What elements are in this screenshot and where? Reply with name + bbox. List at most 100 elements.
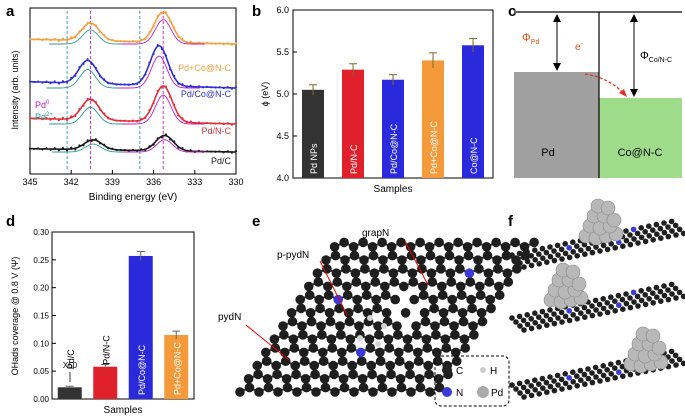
- c-atom: [547, 383, 554, 390]
- xps-point: [107, 38, 110, 41]
- c-atom: [482, 250, 493, 261]
- xps-point: [41, 38, 44, 42]
- c-atom: [353, 303, 363, 314]
- c-atom: [574, 316, 580, 322]
- c-atom: [517, 390, 523, 396]
- c-atom: [627, 241, 634, 248]
- xps-point: [53, 116, 56, 120]
- xps-point: [98, 30, 102, 34]
- c-atom: [485, 294, 496, 305]
- xps-point: [222, 43, 225, 46]
- arrow-ppydN: [319, 260, 348, 316]
- c-atom: [547, 253, 554, 260]
- c-atom: [658, 235, 664, 241]
- c-atom: [301, 382, 312, 393]
- bar-b-4: [462, 45, 484, 178]
- c-atom: [309, 360, 320, 371]
- c-atom: [437, 281, 447, 292]
- c-atom: [418, 281, 428, 292]
- xps-point: [74, 148, 77, 151]
- plot-a-xtick-label: 345: [22, 177, 37, 187]
- co-nc-block: [599, 98, 682, 178]
- c-atom: [352, 294, 363, 305]
- c-atom: [597, 311, 603, 317]
- c-atom: [425, 387, 435, 397]
- xps-point: [164, 11, 168, 14]
- c-atom: [361, 290, 372, 301]
- c-atom: [322, 264, 332, 274]
- c-atom: [558, 309, 565, 316]
- c-atom: [676, 289, 683, 296]
- c-atom: [379, 264, 389, 274]
- c-atom: [665, 287, 671, 293]
- c-atom: [263, 382, 274, 393]
- xps-point: [164, 85, 168, 88]
- c-atom: [346, 343, 357, 353]
- c-atom: [403, 343, 414, 353]
- c-atom: [449, 321, 459, 331]
- label-pydN: pydN: [218, 312, 241, 323]
- c-atom: [608, 371, 614, 377]
- c-atom: [261, 356, 272, 367]
- c-atom: [631, 236, 637, 242]
- xps-point: [61, 80, 65, 83]
- c-atom: [582, 251, 588, 257]
- c-atom: [358, 382, 369, 393]
- c-atom: [419, 308, 430, 318]
- pd-atom: [565, 264, 581, 280]
- xps-point: [90, 139, 93, 143]
- xps-point: [82, 104, 85, 107]
- c-atom: [661, 283, 667, 289]
- c-atom: [343, 308, 354, 318]
- c-atom: [349, 250, 360, 261]
- xps-point: [107, 82, 110, 85]
- c-atom: [608, 241, 614, 247]
- h-atom: [375, 341, 381, 347]
- c-atom: [608, 294, 614, 301]
- xps-point: [177, 114, 180, 117]
- c-atom: [604, 300, 610, 306]
- xps-point: [185, 121, 188, 124]
- c-atom: [638, 225, 644, 231]
- c-atom: [380, 290, 391, 301]
- c-atom: [520, 384, 527, 391]
- xps-point: [53, 147, 56, 150]
- c-atom: [532, 247, 538, 253]
- c-atom: [354, 321, 364, 331]
- xps-point: [82, 144, 85, 147]
- panel-label-a: a: [6, 3, 15, 20]
- c-atom: [394, 356, 405, 367]
- c-atom: [338, 374, 349, 384]
- c-atom: [520, 254, 527, 261]
- c-atom: [344, 316, 355, 327]
- c-atom: [585, 366, 591, 372]
- c-atom: [543, 312, 550, 319]
- xps-point: [189, 84, 192, 87]
- c-atom: [536, 261, 542, 267]
- plot-b-ylabel: ϕ (eV): [260, 82, 270, 107]
- xps-point: [152, 143, 155, 146]
- xps-component: [46, 69, 129, 89]
- c-atom: [330, 387, 340, 397]
- c-atom: [627, 304, 634, 311]
- c-atom: [547, 374, 553, 380]
- xps-point: [181, 117, 184, 120]
- panel-label-c: c: [508, 3, 516, 20]
- c-atom: [416, 255, 426, 265]
- c-atom: [375, 347, 385, 358]
- bar-b-0: [302, 89, 324, 178]
- c-atom: [517, 260, 523, 266]
- c-atom: [627, 232, 633, 238]
- xps-point: [201, 86, 205, 89]
- xps-point: [127, 40, 130, 43]
- c-atom: [400, 308, 411, 318]
- plot-b-xlabel: Samples: [374, 184, 413, 195]
- xps-point: [70, 36, 73, 39]
- label-pd-co-nc-orange: Pd+Co@N-C: [178, 63, 231, 73]
- c-atom: [320, 382, 331, 393]
- c-atom: [398, 264, 408, 274]
- c-atom: [570, 312, 576, 318]
- c-atom: [566, 254, 573, 261]
- xps-point: [222, 122, 225, 126]
- n-atom: [464, 268, 475, 279]
